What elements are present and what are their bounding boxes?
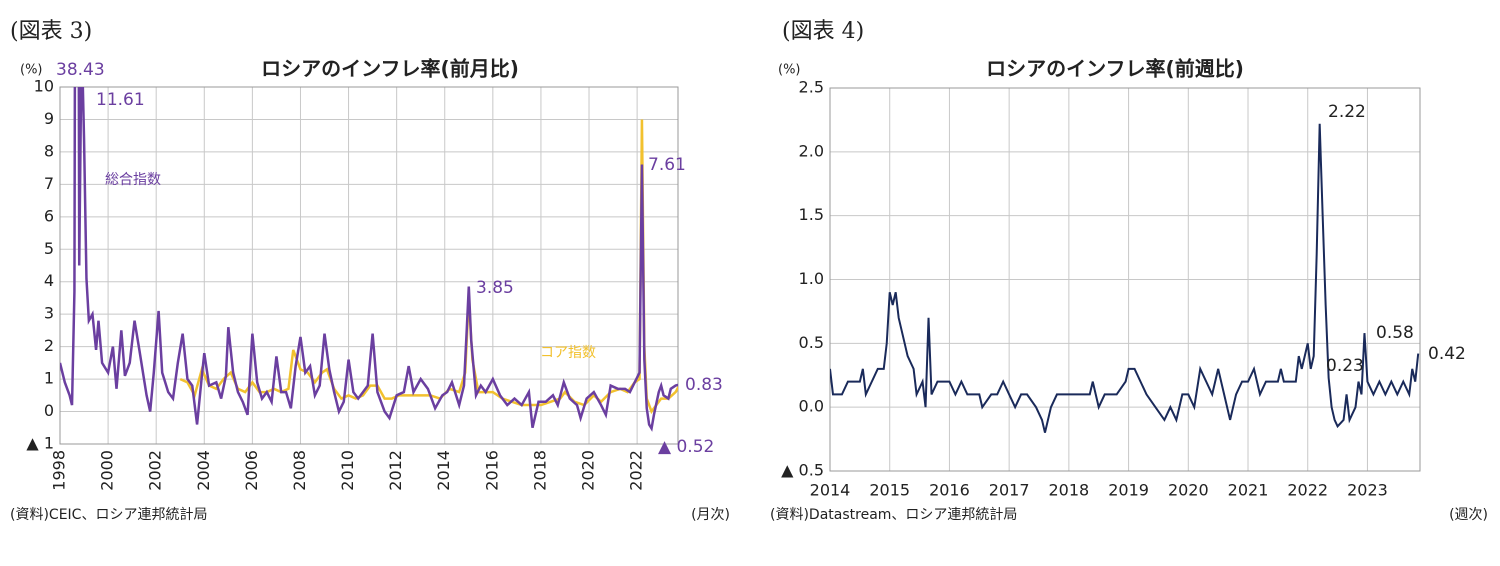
y-tick-label: 2.0 [799, 141, 824, 160]
x-tick-label: 2019 [1108, 481, 1149, 500]
annotation: 3.85 [476, 278, 514, 298]
x-tick-label: 2014 [810, 481, 851, 500]
x-tick-label: 2000 [98, 450, 117, 491]
y-tick-label: 1.5 [799, 205, 824, 224]
y-tick-label: 0.0 [799, 397, 824, 416]
y-tick-label: 5 [44, 239, 54, 258]
y-tick-label: 3 [44, 304, 54, 323]
x-note: (月次) [691, 507, 730, 523]
y-tick-label: 1 [44, 369, 54, 388]
x-tick-label: 2022 [1287, 481, 1328, 500]
plot-frame [59, 86, 679, 445]
y-tick-label: ▲ 0.5 [781, 461, 824, 480]
x-tick-label: 2010 [338, 450, 357, 491]
x-note: (週次) [1449, 507, 1488, 523]
y-tick-label: 1.0 [799, 269, 824, 288]
y-tick-label: 7 [44, 174, 54, 193]
source: (資料)Datastream、ロシア連邦統計局 [770, 507, 1017, 523]
y-tick-label: 2.5 [799, 78, 824, 97]
x-tick-label: 2015 [869, 481, 910, 500]
annotation: 11.61 [96, 90, 145, 110]
x-tick-label: 2014 [434, 450, 453, 491]
figure-header: (図表 3) [10, 19, 92, 44]
figure-header: (図表 4) [782, 19, 864, 44]
y-tick-label: 0.5 [799, 333, 824, 352]
annotation: 0.83 [685, 375, 723, 395]
chart-title: ロシアのインフレ率(前週比) [986, 57, 1244, 81]
y-tick-label: 8 [44, 141, 54, 160]
y-unit: (%) [778, 63, 801, 78]
x-tick-label: 2022 [627, 450, 646, 491]
annotation: 0.23 [1326, 356, 1364, 376]
x-tick-label: 2002 [146, 450, 165, 491]
y-tick-label: 9 [44, 109, 54, 128]
legend-label: コア指数 [540, 345, 596, 361]
x-tick-label: 2004 [194, 450, 213, 491]
x-tick-label: 2016 [929, 481, 970, 500]
y-tick-label: 10 [34, 77, 54, 96]
series-line [830, 123, 1420, 433]
y-tick-label: ▲ 1 [26, 434, 54, 453]
annotation: ▲ 0.52 [658, 437, 714, 457]
x-tick-label: 2012 [386, 450, 405, 491]
x-tick-label: 2017 [989, 481, 1030, 500]
x-tick-label: 1998 [50, 450, 69, 491]
x-tick-label: 2021 [1228, 481, 1269, 500]
y-tick-label: 6 [44, 206, 54, 225]
plot-frame [829, 87, 1421, 472]
y-tick-label: 0 [44, 401, 54, 420]
x-tick-label: 2018 [1049, 481, 1090, 500]
x-tick-label: 2023 [1347, 481, 1388, 500]
y-tick-label: 4 [44, 271, 54, 290]
annotation: 0.42 [1428, 344, 1466, 364]
x-tick-label: 2020 [579, 450, 598, 491]
source: (資料)CEIC、ロシア連邦統計局 [10, 507, 207, 523]
x-tick-label: 2006 [242, 450, 261, 491]
chart-title: ロシアのインフレ率(前月比) [261, 57, 519, 81]
annotation: 38.43 [56, 60, 105, 80]
annotation: 0.58 [1376, 323, 1414, 343]
x-tick-label: 2016 [482, 450, 501, 491]
y-unit: (%) [20, 63, 43, 78]
series-line [60, 87, 678, 432]
x-tick-label: 2018 [530, 450, 549, 491]
x-tick-label: 2008 [290, 450, 309, 491]
annotation: 2.22 [1328, 102, 1366, 122]
y-tick-label: 2 [44, 336, 54, 355]
annotation: 7.61 [648, 155, 686, 175]
x-tick-label: 2020 [1168, 481, 1209, 500]
legend-label: 総合指数 [105, 172, 161, 188]
